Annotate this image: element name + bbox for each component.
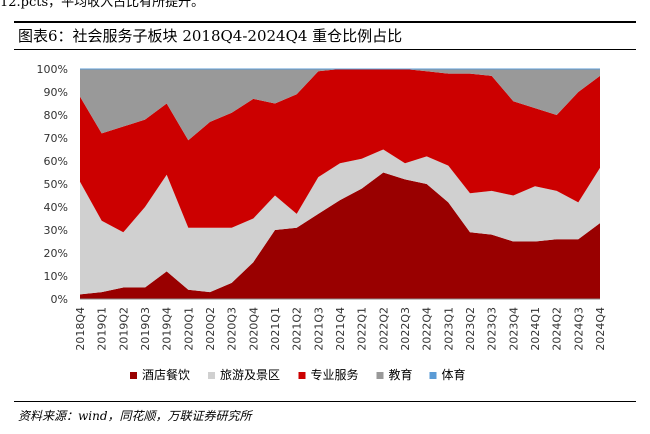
x-tick-label: 2023Q2: [464, 307, 477, 351]
x-tick-label: 2019Q2: [117, 307, 130, 351]
y-tick-label: 0%: [51, 293, 68, 306]
x-tick-label: 2021Q1: [269, 307, 282, 351]
y-tick-label: 10%: [44, 270, 68, 283]
x-tick-label: 2021Q2: [291, 307, 304, 351]
legend-swatch: [130, 372, 137, 379]
source-note: 资料来源：wind，同花顺，万联证券研究所: [18, 409, 252, 423]
title-top-rule: [14, 21, 636, 23]
title-bottom-rule: [14, 49, 636, 50]
y-tick-label: 20%: [44, 247, 68, 260]
legend-label: 体育: [442, 367, 466, 382]
area-series-教育: [80, 69, 600, 141]
y-tick-label: 80%: [44, 109, 68, 122]
x-tick-label: 2023Q3: [486, 307, 499, 351]
figure-title: 图表6：社会服务子板块 2018Q4-2024Q4 重仓比例占比: [18, 27, 403, 45]
x-tick-label: 2019Q1: [96, 307, 109, 351]
legend-label: 酒店餐饮: [142, 367, 190, 382]
x-tick-label: 2020Q1: [182, 307, 195, 351]
x-tick-label: 2023Q1: [442, 307, 455, 351]
x-tick-label: 2020Q4: [247, 307, 260, 351]
y-axis-ticks: 0% 10% 20% 30% 40% 50% 60% 70% 80% 90% 100%: [37, 63, 68, 306]
x-tick-label: 2024Q1: [529, 307, 542, 351]
x-tick-label: 2018Q4: [74, 307, 87, 351]
x-tick-label: 2022Q1: [356, 307, 369, 351]
x-tick-label: 2024Q4: [594, 307, 607, 351]
x-tick-label: 2022Q2: [377, 307, 390, 351]
y-tick-label: 70%: [44, 132, 68, 145]
y-tick-label: 30%: [44, 224, 68, 237]
x-tick-label: 2019Q4: [161, 307, 174, 351]
legend-swatch: [376, 372, 384, 379]
source-top-rule: [14, 401, 636, 402]
legend-swatch: [208, 372, 215, 379]
legend-label: 旅游及景区: [220, 368, 280, 382]
x-tick-label: 2021Q4: [334, 307, 347, 351]
y-tick-label: 40%: [44, 201, 68, 214]
x-tick-label: 2022Q3: [399, 307, 412, 351]
previous-paragraph-fragment: 12.pcts，平均收入占比有所提升。: [0, 0, 205, 10]
y-tick-label: 90%: [44, 86, 68, 99]
y-tick-label: 60%: [44, 155, 68, 168]
legend-label: 专业服务: [311, 367, 359, 382]
x-tick-label: 2020Q3: [226, 307, 239, 351]
x-tick-label: 2019Q3: [139, 307, 152, 351]
x-tick-label: 2024Q2: [551, 307, 564, 351]
legend-label: 教育: [389, 367, 413, 382]
y-tick-label: 100%: [37, 63, 68, 76]
x-tick-label: 2021Q3: [312, 307, 325, 351]
x-tick-label: 2022Q4: [421, 307, 434, 351]
y-tick-label: 50%: [44, 178, 68, 191]
area-series: [80, 68, 600, 300]
area-series-酒店餐饮: [80, 172, 600, 299]
x-tick-label: 2024Q3: [572, 307, 585, 351]
legend-swatch: [429, 372, 437, 379]
legend: 酒店餐饮 旅游及景区 专业服务 教育 体育: [130, 367, 466, 382]
x-tick-label: 2020Q2: [204, 307, 217, 351]
x-tick-label: 2023Q4: [507, 307, 520, 351]
area-series-旅游及景区: [80, 149, 600, 295]
legend-swatch: [298, 372, 306, 379]
x-axis-tick-labels: 2018Q4 2019Q1 2019Q2 2019Q3 2019Q4 2020Q1 2020…: [74, 307, 607, 351]
area-series-专业服务: [80, 69, 600, 233]
